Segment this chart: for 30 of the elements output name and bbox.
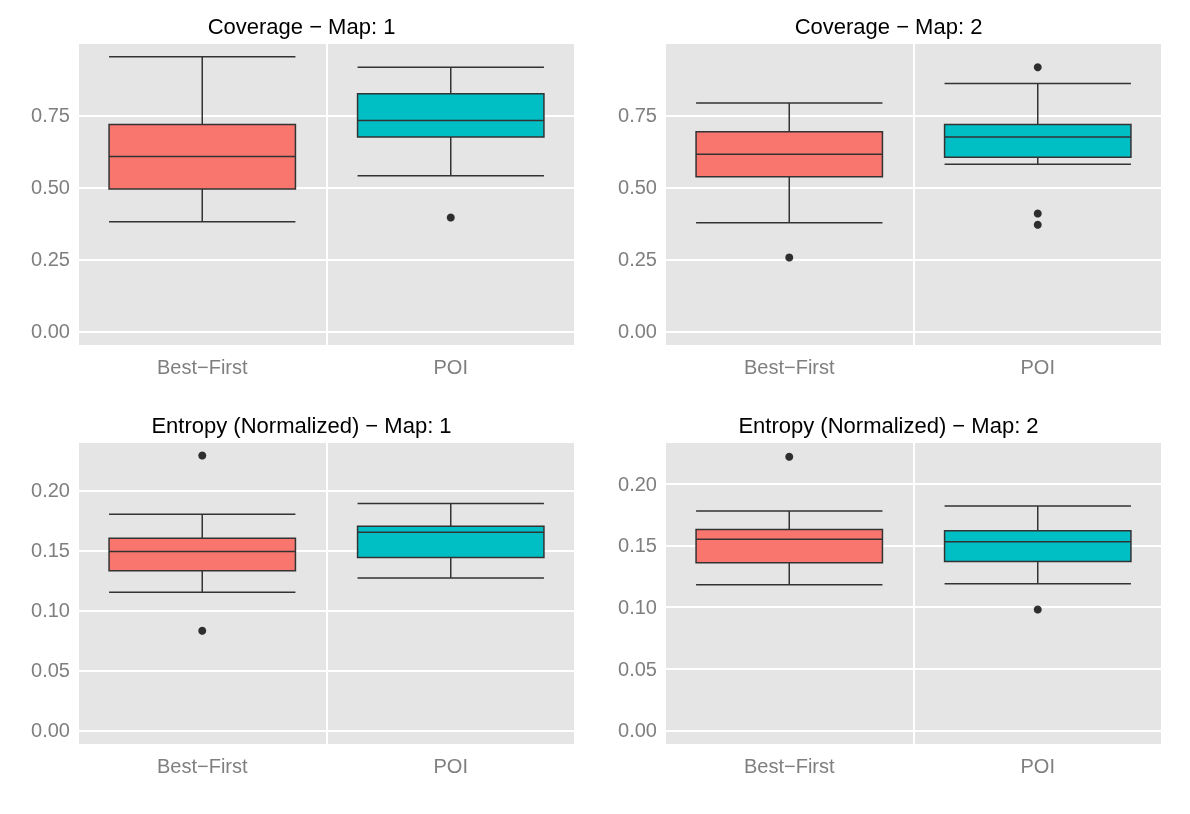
- y-tick-label: 0.05: [618, 657, 657, 680]
- y-tick-label: 0.00: [618, 719, 657, 742]
- x-tick-label: Best−First: [156, 356, 248, 378]
- y-tick-label: 0.05: [31, 659, 70, 682]
- x-tick-label: Best−First: [743, 356, 835, 378]
- y-tick-label: 0.15: [31, 539, 70, 562]
- x-tick-label: POI: [433, 356, 468, 378]
- y-tick-label: 0.25: [31, 248, 70, 271]
- y-tick-label: 0.10: [31, 599, 70, 622]
- y-tick-label: 0.75: [618, 104, 657, 127]
- y-tick-label: 0.25: [618, 248, 657, 271]
- y-tick-label: 0.20: [31, 479, 70, 502]
- x-tick-label: Best−First: [156, 755, 248, 777]
- y-tick-label: 0.75: [31, 104, 70, 127]
- x-tick-label: POI: [1020, 356, 1055, 378]
- y-tick-label: 0.00: [618, 320, 657, 343]
- x-tick-label: POI: [1020, 755, 1055, 777]
- chart-title: Coverage − Map: 1: [207, 13, 396, 39]
- y-tick-label: 0.20: [618, 472, 657, 495]
- chart-title: Coverage − Map: 2: [794, 13, 983, 39]
- y-tick-label: 0.50: [618, 176, 657, 199]
- y-tick-label: 0.50: [31, 176, 70, 199]
- y-tick-label: 0.00: [31, 320, 70, 343]
- chart-title: Entropy (Normalized) − Map: 1: [151, 412, 452, 438]
- chart-title: Entropy (Normalized) − Map: 2: [738, 412, 1039, 438]
- x-tick-label: Best−First: [743, 755, 835, 777]
- y-tick-label: 0.15: [618, 534, 657, 557]
- y-tick-label: 0.00: [31, 719, 70, 742]
- y-tick-label: 0.10: [618, 596, 657, 619]
- x-tick-label: POI: [433, 755, 468, 777]
